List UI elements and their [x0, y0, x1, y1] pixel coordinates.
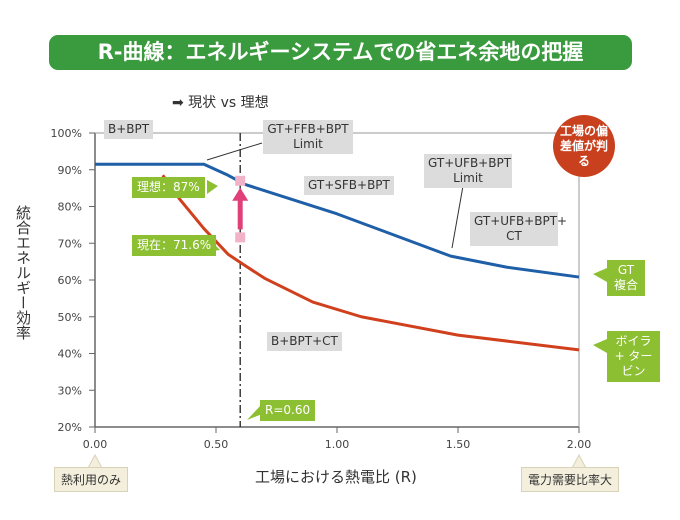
current-label: 現在：71.6% — [132, 235, 217, 256]
y-tick-label: 70% — [58, 237, 82, 250]
region-label-b-bpt-ct: B+BPT+CT — [267, 332, 342, 351]
x-tick-label: 1.00 — [325, 438, 350, 451]
region-label-gt-ufb-ct: GT+UFB+BPT+ CT — [470, 212, 567, 246]
note-left: 熱利用のみ — [54, 467, 129, 492]
x-axis-label: 工場における熱電比 (R) — [255, 468, 417, 486]
x-tick-label: 2.00 — [567, 438, 592, 451]
region-label-b-bpt: B+BPT — [104, 120, 154, 139]
improvement-arrowhead — [232, 187, 249, 201]
callout-circle: 工場の偏差値が判る — [553, 115, 615, 177]
series-line-0 — [95, 162, 580, 279]
marker-0 — [235, 175, 246, 186]
subtitle: ➡ 現状 vs 理想 — [172, 95, 269, 111]
marker-1 — [235, 232, 246, 243]
y-tick-label: 90% — [58, 164, 82, 177]
x-tick-label: 1.50 — [446, 438, 471, 451]
chart-title: R-曲線：エネルギーシステムでの省エネ余地の把握 — [49, 35, 632, 70]
x-tick-label: 0.00 — [83, 438, 108, 451]
r-value-label: R=0.60 — [260, 400, 316, 421]
region-label-gt-ufb-limit: GT+UFB+BPT Limit — [424, 154, 512, 188]
y-tick-label: 30% — [58, 384, 82, 397]
region-label-gt-ffb: GT+FFB+BPT Limit — [263, 120, 353, 154]
y-tick-label: 20% — [58, 421, 82, 434]
y-axis-label: 統合エネルギー効率 — [14, 205, 32, 340]
ideal-pointer — [207, 180, 218, 194]
limit-pointer-2 — [451, 185, 464, 249]
legend-gt: GT 複合 — [607, 260, 645, 296]
y-tick-label: 100% — [51, 127, 82, 140]
y-tick-label: 50% — [58, 311, 82, 324]
note-right: 電力需要比率大 — [521, 467, 620, 492]
boiler-pointer — [593, 339, 607, 353]
gt-pointer — [593, 268, 607, 282]
series-line-1 — [161, 174, 580, 352]
limit-pointer-1 — [206, 142, 263, 161]
r-pointer — [247, 404, 262, 420]
ideal-label: 理想：87% — [132, 177, 205, 198]
y-tick-label: 80% — [58, 201, 82, 214]
x-tick-label: 0.50 — [204, 438, 229, 451]
y-tick-label: 40% — [58, 348, 82, 361]
y-tick-label: 60% — [58, 274, 82, 287]
legend-boiler: ボイラ + タービン — [607, 331, 660, 382]
region-label-gt-sfb: GT+SFB+BPT — [304, 176, 394, 195]
